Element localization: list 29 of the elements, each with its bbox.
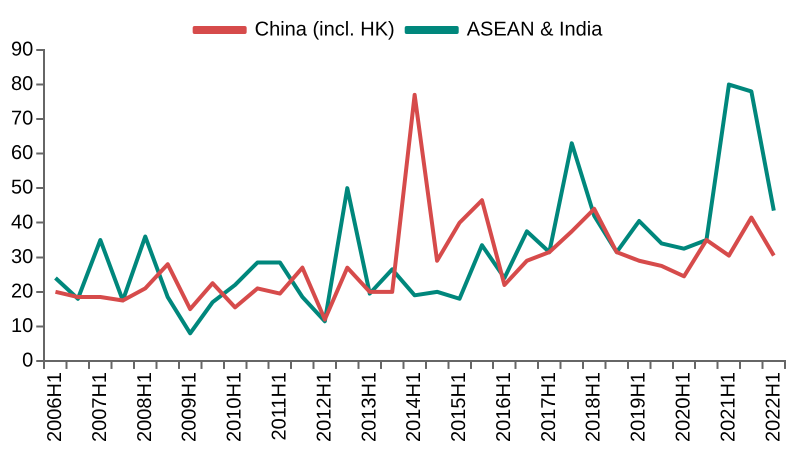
y-tick-label: 80 — [10, 73, 34, 96]
y-tick-label: 30 — [10, 246, 34, 268]
y-tick-label: 40 — [10, 211, 34, 234]
x-tick-label: 2008H1 — [134, 372, 156, 442]
x-tick-label: 2018H1 — [582, 372, 605, 442]
legend-label: China (incl. HK) — [254, 18, 395, 41]
x-tick-label: 2010H1 — [224, 372, 246, 442]
y-tick-label: 50 — [10, 176, 34, 199]
x-tick-label: 2016H1 — [492, 372, 515, 442]
x-tick-label: 2022H1 — [762, 372, 784, 442]
x-tick-label: 2007H1 — [88, 372, 111, 442]
y-tick-label: 60 — [10, 142, 34, 164]
y-tick-label: 70 — [10, 108, 34, 130]
x-tick-label: 2009H1 — [178, 372, 201, 442]
x-tick-label: 2006H1 — [44, 372, 66, 442]
x-tick-label: 2015H1 — [448, 372, 470, 442]
legend-label: ASEAN & India — [466, 18, 604, 41]
y-tick-label: 10 — [10, 314, 34, 337]
x-tick-label: 2021H1 — [717, 372, 740, 442]
x-tick-label: 2014H1 — [403, 372, 426, 442]
x-tick-label: 2012H1 — [313, 372, 336, 442]
y-tick-label: 20 — [10, 280, 34, 302]
x-tick-label: 2013H1 — [358, 372, 380, 442]
x-tick-label: 2011H1 — [268, 372, 290, 441]
y-tick-label: 0 — [22, 349, 34, 372]
y-tick-label: 90 — [10, 38, 34, 61]
x-tick-label: 2020H1 — [672, 372, 695, 442]
x-tick-label: 2019H1 — [628, 372, 650, 442]
x-tick-label: 2017H1 — [538, 372, 560, 442]
